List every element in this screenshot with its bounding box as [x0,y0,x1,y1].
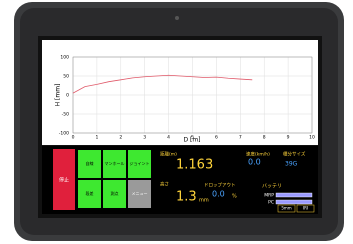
battery-item: PC [268,200,274,206]
button-label: 段差 [86,190,94,196]
x-tick-label: 9 [287,135,290,141]
battery-label: バッテリ [262,184,282,190]
mode-label: 5mm [281,206,291,211]
y-tick-label: 100 [60,55,69,61]
y-tick-label: -100 [59,131,69,137]
x-tick-label: 6 [215,135,218,141]
stop-label: 停止 [59,177,69,184]
height-unit: mm [199,198,209,204]
x-tick-label: 8 [263,135,266,141]
x-tick-label: 4 [167,135,170,141]
x-tick-label: 0 [72,135,75,141]
x-tick-label: 5 [191,135,194,141]
mode-label: IRI [303,206,308,211]
integral-value: 39G [285,161,298,168]
dropout-label: ドロップアウト [204,182,236,189]
battery-bar [276,200,312,204]
y-tick-label: -50 [62,112,69,118]
button-label: マンホール [105,161,125,166]
dropout-value: 0.0 [212,190,225,199]
y-tick-label: 0 [66,93,69,99]
integral-label: 積分サイズ [283,151,306,158]
camera [175,16,179,20]
button-label: メニュー [132,191,148,196]
distance-value: 1.163 [176,158,213,173]
chart-area [42,40,318,145]
height-value: 1.3 [176,190,197,205]
speed-value: 0.0 [248,158,261,167]
screenshot: H [mm] D [m] -100-50050100012345678910 停… [0,0,353,244]
dropout-unit: % [232,194,237,200]
button-label: 自線 [86,160,94,166]
distance-label: 距離(m) [160,151,177,158]
button-label: 測点 [111,190,119,196]
speed-label: 速度(km/h) [246,151,270,158]
x-tick-label: 7 [239,135,242,141]
y-tick-label: 50 [63,74,69,80]
battery-bar [276,193,312,197]
x-tick-label: 1 [95,135,98,141]
button-label: ジョイント [130,161,150,166]
height-label: 高さ [160,181,169,188]
battery-item: MRP [264,193,274,199]
x-tick-label: 10 [309,135,315,141]
x-tick-label: 3 [143,135,146,141]
x-tick-label: 2 [119,135,122,141]
y-axis-label: H [mm] [55,84,62,107]
